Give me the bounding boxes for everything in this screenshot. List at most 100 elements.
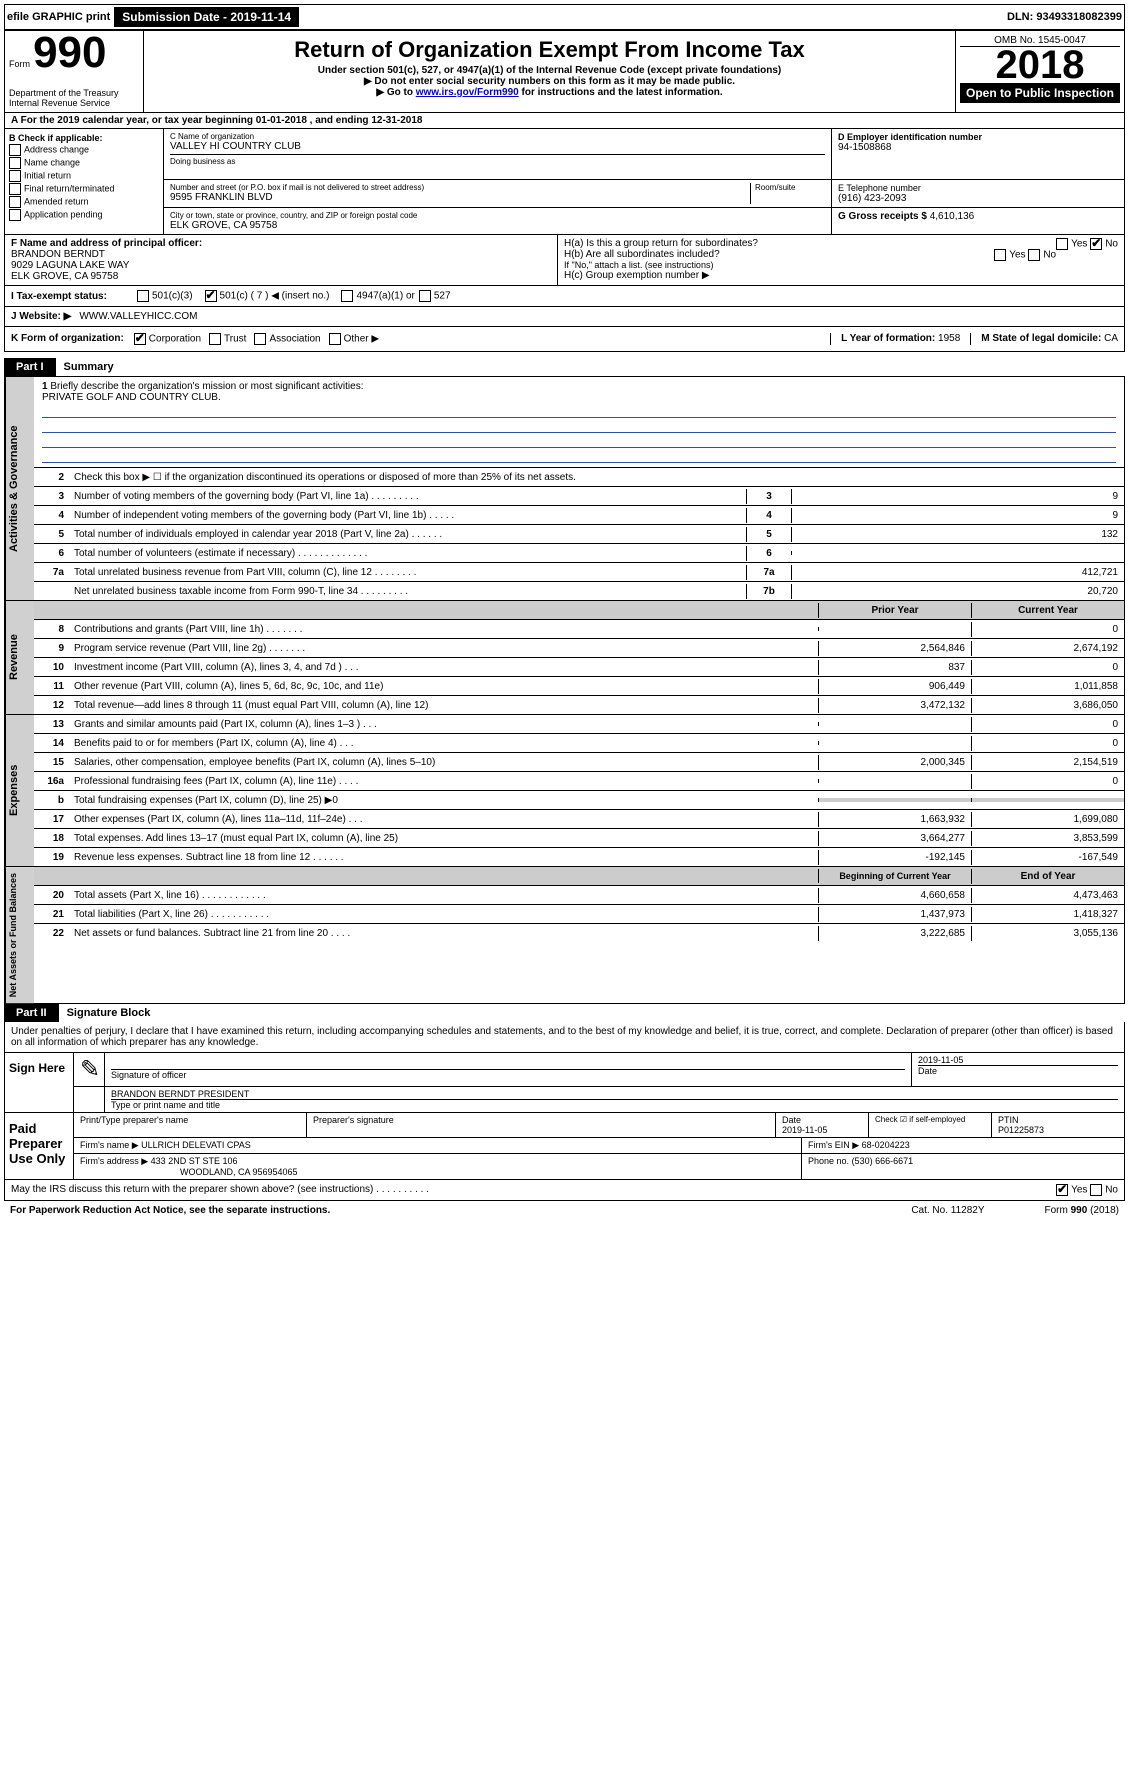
hdr-boy: Beginning of Current Year — [818, 869, 971, 883]
l1-label: Briefly describe the organization's miss… — [50, 381, 363, 392]
f-officer: F Name and address of principal officer:… — [5, 235, 558, 285]
prep-check: Check ☑ if self-employed — [869, 1113, 992, 1137]
footer-mid: Cat. No. 11282Y — [911, 1205, 984, 1216]
top-bar: efile GRAPHIC print Submission Date - 20… — [4, 4, 1125, 30]
opt-assoc[interactable]: Association — [269, 334, 320, 345]
b-label: B Check if applicable: — [9, 133, 159, 143]
opt-527[interactable]: 527 — [434, 291, 451, 302]
part-1-header: Part I Summary — [4, 358, 1125, 376]
sig-label: Signature of officer — [111, 1069, 905, 1080]
prep-sig-hdr: Preparer's signature — [307, 1113, 776, 1137]
data-row: 8Contributions and grants (Part VIII, li… — [34, 620, 1124, 639]
firm-name: ULLRICH DELEVATI CPAS — [141, 1140, 251, 1150]
part-1-tag: Part I — [4, 358, 56, 376]
gov-row: Net unrelated business taxable income fr… — [34, 582, 1124, 600]
firm-addr1: 433 2ND ST STE 106 — [151, 1156, 238, 1166]
form-title: Return of Organization Exempt From Incom… — [148, 37, 951, 63]
opt-trust[interactable]: Trust — [224, 334, 246, 345]
data-row: 10Investment income (Part VIII, column (… — [34, 658, 1124, 677]
m-label: M State of legal domicile: — [981, 333, 1101, 344]
bcd-grid: B Check if applicable: Address change Na… — [4, 129, 1125, 235]
data-row: 18Total expenses. Add lines 13–17 (must … — [34, 829, 1124, 848]
form-number-block: Form 990 Department of the Treasury Inte… — [5, 31, 144, 112]
cb-application-pending[interactable]: Application pending — [9, 209, 159, 221]
year-formation: 1958 — [938, 333, 960, 344]
d-ein: D Employer identification number 94-1508… — [832, 129, 1124, 179]
sign-here-label: Sign Here — [5, 1053, 73, 1112]
opt-corp[interactable]: Corporation — [149, 334, 201, 345]
data-row: 14Benefits paid to or for members (Part … — [34, 734, 1124, 753]
city-value: ELK GROVE, CA 95758 — [170, 220, 825, 231]
cb-initial-return[interactable]: Initial return — [9, 170, 159, 182]
opt-other[interactable]: Other ▶ — [344, 334, 379, 345]
firm-addr-label: Firm's address ▶ — [80, 1156, 148, 1166]
cb-name-change[interactable]: Name change — [9, 157, 159, 169]
opt-501c3[interactable]: 501(c)(3) — [152, 291, 193, 302]
firm-ein-label: Firm's EIN ▶ — [808, 1140, 859, 1150]
ptin-hdr: PTIN — [998, 1115, 1019, 1125]
gov-row: 7aTotal unrelated business revenue from … — [34, 563, 1124, 582]
gov-row: 6Total number of volunteers (estimate if… — [34, 544, 1124, 563]
i-label: I Tax-exempt status: — [11, 291, 107, 302]
goto-post: for instructions and the latest informat… — [522, 87, 723, 98]
c-addr: Number and street (or P.O. box if mail i… — [164, 180, 832, 207]
firm-addr2: WOODLAND, CA 956954065 — [180, 1167, 298, 1177]
note-goto: ▶ Go to www.irs.gov/Form990 for instruct… — [148, 87, 951, 98]
dln-label: DLN: 93493318082399 — [1007, 11, 1122, 23]
signer-name-label: Type or print name and title — [111, 1099, 1118, 1110]
row-i: I Tax-exempt status: 501(c)(3) 501(c) ( … — [4, 286, 1125, 307]
submission-date-btn[interactable]: Submission Date - 2019-11-14 — [114, 7, 299, 27]
e-label: E Telephone number — [838, 183, 1118, 193]
footer: For Paperwork Reduction Act Notice, see … — [4, 1201, 1125, 1220]
cb-final-return[interactable]: Final return/terminated — [9, 183, 159, 195]
footer-right: Form 990 (2018) — [1045, 1205, 1119, 1216]
prep-name-hdr: Print/Type preparer's name — [74, 1113, 307, 1137]
opt-501c[interactable]: 501(c) ( 7 ) ◀ (insert no.) — [220, 291, 330, 302]
hdr-curr: Current Year — [971, 603, 1124, 618]
title-block: Return of Organization Exempt From Incom… — [144, 31, 956, 112]
h-group: H(a) Is this a group return for subordin… — [558, 235, 1124, 285]
firm-phone-label: Phone no. — [808, 1156, 849, 1166]
firm-phone: (530) 666-6671 — [852, 1156, 914, 1166]
data-row: 17Other expenses (Part IX, column (A), l… — [34, 810, 1124, 829]
sign-date: 2019-11-05 — [918, 1055, 1118, 1065]
side-revenue: Revenue — [5, 601, 34, 714]
officer-name: BRANDON BERNDT — [11, 249, 551, 260]
efile-label: efile GRAPHIC print — [7, 11, 110, 23]
city-label: City or town, state or province, country… — [170, 211, 825, 220]
c-city: City or town, state or province, country… — [164, 208, 832, 234]
form-990: 990 — [33, 28, 106, 77]
footer-left: For Paperwork Reduction Act Notice, see … — [10, 1205, 330, 1216]
paid-label: Paid Preparer Use Only — [5, 1113, 73, 1179]
col-b: B Check if applicable: Address change Na… — [5, 129, 164, 234]
cb-address-change[interactable]: Address change — [9, 144, 159, 156]
data-row: 12Total revenue—add lines 8 through 11 (… — [34, 696, 1124, 714]
sign-section: Sign Here ✎ Signature of officer 2019-11… — [4, 1053, 1125, 1113]
l2: Check this box ▶ ☐ if the organization d… — [70, 470, 1124, 485]
sign-date-label: Date — [918, 1065, 1118, 1076]
g-gross: G Gross receipts $ 4,610,136 — [832, 208, 1124, 234]
addr-value: 9595 FRANKLIN BLVD — [170, 192, 750, 203]
irs-link[interactable]: www.irs.gov/Form990 — [416, 87, 519, 98]
e-phone: E Telephone number (916) 423-2093 — [832, 180, 1124, 207]
cb-amended[interactable]: Amended return — [9, 196, 159, 208]
part-2-tag: Part II — [4, 1004, 59, 1022]
gov-row: 5Total number of individuals employed in… — [34, 525, 1124, 544]
room-label: Room/suite — [750, 183, 825, 204]
c-name: C Name of organization VALLEY HI COUNTRY… — [164, 129, 832, 179]
data-row: 20Total assets (Part X, line 16) . . . .… — [34, 886, 1124, 905]
addr-label: Number and street (or P.O. box if mail i… — [170, 183, 750, 192]
ein-value: 94-1508868 — [838, 142, 1118, 153]
year-block: OMB No. 1545-0047 2018 Open to Public In… — [956, 31, 1124, 112]
side-expenses: Expenses — [5, 715, 34, 866]
prep-date: 2019-11-05 — [782, 1125, 827, 1135]
col-headers-rev: Prior Year Current Year — [34, 601, 1124, 620]
h-a: H(a) Is this a group return for subordin… — [564, 238, 1118, 249]
signer-name: BRANDON BERNDT PRESIDENT — [111, 1089, 1118, 1099]
opt-4947[interactable]: 4947(a)(1) or — [356, 291, 414, 302]
open-public: Open to Public Inspection — [960, 83, 1120, 103]
k-label: K Form of organization: — [11, 333, 124, 345]
d-label: D Employer identification number — [838, 132, 1118, 142]
paid-section: Paid Preparer Use Only Print/Type prepar… — [4, 1113, 1125, 1180]
gov-row: 3Number of voting members of the governi… — [34, 487, 1124, 506]
